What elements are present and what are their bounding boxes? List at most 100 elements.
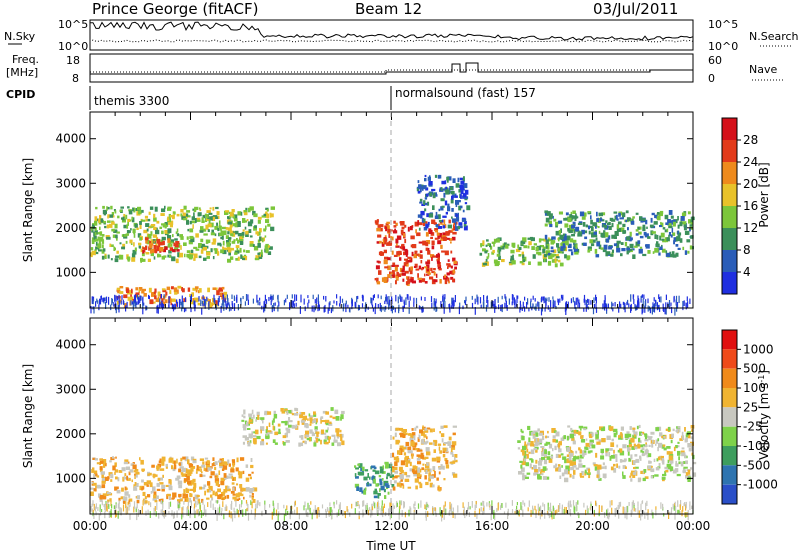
data-cell xyxy=(569,509,572,517)
data-cell xyxy=(212,503,214,510)
data-cell xyxy=(535,459,538,464)
data-cell xyxy=(154,500,158,503)
data-cell xyxy=(667,222,672,226)
data-cell xyxy=(382,306,384,311)
data-cell xyxy=(656,234,659,240)
data-cell xyxy=(601,452,604,455)
data-cell xyxy=(207,502,209,507)
data-cell xyxy=(409,506,411,512)
data-cell xyxy=(661,476,666,480)
data-cell xyxy=(408,279,411,284)
data-cell xyxy=(107,254,110,259)
data-cell xyxy=(681,510,683,517)
data-cell xyxy=(247,504,249,512)
data-cell xyxy=(197,509,200,517)
data-cell xyxy=(687,469,691,475)
data-cell xyxy=(148,295,150,300)
data-cell xyxy=(688,447,693,452)
data-cell xyxy=(122,476,125,482)
data-cell xyxy=(669,251,672,255)
data-feature xyxy=(90,456,258,505)
data-cell xyxy=(685,437,688,443)
colorbar-segment xyxy=(722,407,737,427)
data-cell xyxy=(131,479,133,483)
data-cell xyxy=(534,505,536,511)
data-cell xyxy=(538,306,540,311)
data-cell xyxy=(607,303,609,309)
data-cell xyxy=(572,475,575,479)
data-cell xyxy=(424,273,426,277)
data-cell xyxy=(190,307,192,313)
data-cell xyxy=(393,220,396,224)
data-cell xyxy=(389,271,392,275)
data-cell xyxy=(646,226,648,229)
data-cell xyxy=(210,500,212,508)
data-cell xyxy=(275,509,278,516)
data-cell xyxy=(199,209,202,212)
data-cell xyxy=(361,466,365,471)
data-cell xyxy=(116,287,121,291)
data-cell xyxy=(572,210,576,214)
data-cell xyxy=(179,302,181,309)
data-cell xyxy=(180,457,183,462)
data-cell xyxy=(168,304,170,308)
data-cell xyxy=(201,300,203,304)
data-cell xyxy=(597,218,601,223)
data-cell xyxy=(627,505,629,513)
data-cell xyxy=(153,474,158,477)
data-cell xyxy=(622,506,624,514)
data-cell xyxy=(440,425,444,429)
data-cell xyxy=(493,303,495,308)
data-cell xyxy=(518,471,523,475)
data-cell xyxy=(330,307,332,314)
data-cell xyxy=(403,301,405,308)
data-cell xyxy=(567,243,572,249)
data-cell xyxy=(505,502,507,508)
data-cell xyxy=(513,297,515,305)
data-cell xyxy=(118,299,122,302)
data-cell xyxy=(431,245,435,250)
data-cell xyxy=(645,244,650,249)
nave-right-tick-bottom: 0 xyxy=(708,72,715,85)
data-cell xyxy=(539,458,543,462)
data-cell xyxy=(617,221,622,225)
data-cell xyxy=(164,299,168,304)
data-cell xyxy=(99,231,103,236)
data-cell xyxy=(159,458,162,462)
data-cell xyxy=(575,216,579,219)
data-cell xyxy=(647,236,651,239)
data-cell xyxy=(399,267,403,273)
data-cell xyxy=(224,297,226,303)
data-cell xyxy=(215,304,217,311)
data-cell xyxy=(637,300,639,308)
data-cell xyxy=(194,510,196,514)
data-cell xyxy=(141,252,145,257)
data-cell xyxy=(673,446,676,452)
data-cell xyxy=(522,476,526,481)
data-cell xyxy=(139,221,142,225)
data-cell xyxy=(569,226,574,232)
data-cell xyxy=(518,254,522,257)
data-cell xyxy=(415,268,420,271)
data-cell xyxy=(244,220,247,223)
data-cell xyxy=(207,229,210,232)
data-cell xyxy=(156,482,160,487)
data-cell xyxy=(131,288,133,294)
data-cell xyxy=(440,433,445,438)
data-cell xyxy=(381,505,383,511)
data-cell xyxy=(110,205,113,210)
data-cell xyxy=(245,250,250,253)
data-cell xyxy=(572,500,575,506)
data-cell xyxy=(438,446,441,451)
data-cell xyxy=(560,453,564,456)
data-cell xyxy=(577,233,582,237)
data-cell xyxy=(130,296,134,300)
data-cell xyxy=(564,506,566,515)
data-cell xyxy=(180,236,184,240)
data-cell xyxy=(191,216,195,221)
data-cell xyxy=(555,431,560,437)
data-cell xyxy=(243,212,248,216)
data-cell xyxy=(104,504,106,512)
data-cell xyxy=(635,233,639,236)
data-cell xyxy=(429,428,433,433)
